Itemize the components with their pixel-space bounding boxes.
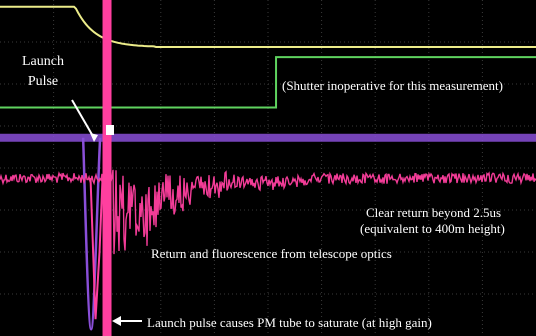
clear-return-note: Clear return beyond 2.5us (equivalent to… <box>360 205 505 237</box>
shutter-note: (Shutter inoperative for this measuremen… <box>282 78 503 93</box>
launch-pulse-label-line2: Pulse <box>27 74 59 89</box>
gate-trace <box>0 56 536 109</box>
pm-arrow-head <box>112 316 121 326</box>
launch-arrow-shaft <box>71 99 95 139</box>
fluorescence-note: Return and fluorescence from telescope o… <box>151 246 392 261</box>
shutter-trace <box>0 5 536 48</box>
clear-return-line1: Clear return beyond 2.5us <box>366 205 502 220</box>
clear-return-line2: (equivalent to 400m height) <box>360 221 505 236</box>
purple-trace-pulse <box>81 137 102 331</box>
pink-trace <box>0 169 536 255</box>
purple-trace-band <box>0 133 536 142</box>
pm-saturate-note: Launch pulse causes PM tube to saturate … <box>147 315 432 330</box>
trigger-marker <box>106 125 114 135</box>
launch-arrow-head <box>90 133 98 142</box>
pink-trace-saturation-spike <box>102 0 112 336</box>
pink-trace-dip <box>89 178 104 320</box>
launch-pulse-label-line1: Launch <box>22 54 64 69</box>
launch-pulse-label: Launch Pulse <box>22 52 64 92</box>
